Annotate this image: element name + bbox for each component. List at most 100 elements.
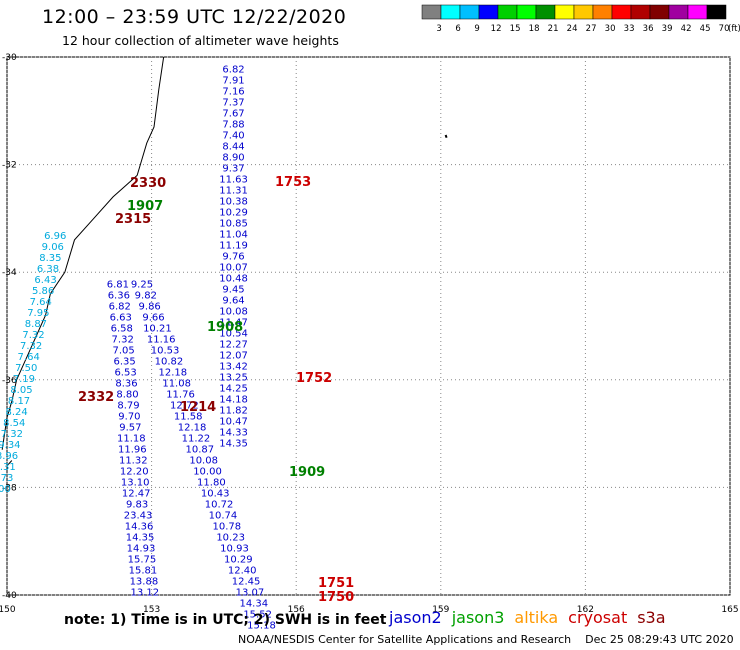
- wave-height-value: 13.25: [219, 372, 248, 383]
- wave-height-value: 14.18: [219, 394, 248, 405]
- wave-height-value: 11.63: [219, 174, 248, 185]
- wave-height-value: 11.18: [117, 434, 146, 445]
- wave-height-value: 9.82: [135, 291, 157, 302]
- wave-height-value: 10.07: [219, 262, 248, 273]
- wave-height-value: 12.45: [232, 577, 261, 588]
- wave-height-value: 10.38: [219, 196, 248, 207]
- wave-height-value: 8.44: [222, 141, 244, 152]
- colorbar-label: 6: [455, 24, 460, 34]
- colorbar-label: 18: [529, 24, 540, 34]
- lat-tick-label: -32: [2, 161, 17, 171]
- wave-height-value: 14.36: [125, 522, 154, 533]
- colorbar-swatch: [630, 4, 651, 20]
- legend-altika: altika: [514, 608, 559, 627]
- wave-height-value: 11.22: [182, 434, 211, 445]
- wave-height-value: 13.12: [131, 588, 160, 599]
- wave-height-value: 23.43: [124, 511, 153, 522]
- wave-height-value: 6.82: [222, 64, 244, 75]
- pass-time-label: 2332: [78, 390, 114, 405]
- lon-tick-label: 150: [0, 605, 16, 615]
- wave-height-value: 6.96: [44, 231, 66, 242]
- pass-time-label: 2315: [115, 212, 151, 227]
- wave-height-value: 14.34: [239, 599, 268, 610]
- wave-height-value: 8.87: [25, 319, 47, 330]
- lat-tick-label: -34: [2, 268, 17, 278]
- page-subtitle: 12 hour collection of altimeter wave hei…: [62, 33, 339, 48]
- wave-height-value: 8.73: [0, 473, 13, 484]
- wave-height-value: 8.79: [117, 401, 139, 412]
- colorbar-label: 39: [662, 24, 673, 34]
- wave-height-value: 11.96: [118, 445, 147, 456]
- wave-height-value: 8.90: [222, 152, 244, 163]
- wave-height-value: 13.88: [130, 577, 159, 588]
- wave-height-value: 12.27: [219, 339, 248, 350]
- wave-height-value: 13.10: [121, 478, 150, 489]
- colorbar-unit: (ft): [728, 24, 740, 34]
- colorbar-label: 27: [586, 24, 597, 34]
- wave-height-value: 9.64: [222, 295, 244, 306]
- wave-height-value: 11.80: [197, 478, 226, 489]
- wave-height-value: 11.31: [219, 185, 248, 196]
- wave-height-value: 12.18: [178, 423, 207, 434]
- wave-height-value: 12.20: [120, 467, 149, 478]
- wave-height-value: 10.21: [143, 324, 172, 335]
- wave-height-value: 6.38: [37, 264, 59, 275]
- wave-height-value: 9.37: [222, 163, 244, 174]
- colorbar-label: 21: [548, 24, 559, 34]
- wave-height-value: 10.74: [209, 511, 238, 522]
- wave-height-value: 6.82: [109, 302, 131, 313]
- pass-time-label: 1214: [180, 400, 216, 415]
- lat-tick-label: -38: [2, 483, 17, 493]
- lon-tick-label: 159: [432, 605, 449, 615]
- wave-height-value: 12.72: [170, 401, 199, 412]
- wave-height-value: 9.06: [42, 242, 64, 253]
- wave-height-value: 5.86: [32, 286, 54, 297]
- wave-height-value: 8.24: [6, 407, 28, 418]
- wave-height-value: 10.85: [219, 218, 248, 229]
- wave-height-value: 7.32: [1, 429, 23, 440]
- wave-height-value: 6.63: [110, 313, 132, 324]
- wave-height-value: 10.29: [219, 207, 248, 218]
- wave-height-value: 15.81: [129, 566, 158, 577]
- wave-height-value: 14.25: [219, 383, 248, 394]
- colorbar-swatch: [573, 4, 594, 20]
- wave-height-value: 13.42: [219, 361, 248, 372]
- colorbar-swatch: [497, 4, 518, 20]
- wave-height-value: 11.32: [119, 456, 148, 467]
- wave-height-value: 8.05: [10, 385, 32, 396]
- wave-height-value: 7.32: [22, 330, 44, 341]
- wave-height-value: 9.34: [0, 440, 21, 451]
- wave-height-value: 7.05: [113, 346, 135, 357]
- colorbar-label: 45: [700, 24, 711, 34]
- wave-height-value: 7.91: [222, 75, 244, 86]
- lon-tick-label: 153: [143, 605, 160, 615]
- colorbar-label: 36: [643, 24, 654, 34]
- pass-time-label: 1751: [318, 576, 354, 591]
- wave-height-value: 9.25: [131, 280, 153, 291]
- colorbar-swatch: [706, 4, 727, 20]
- wave-height-value: 12.40: [228, 566, 257, 577]
- wave-height-value: 10.29: [224, 555, 253, 566]
- colorbar-swatch: [668, 4, 689, 20]
- wave-height-value: 9.76: [222, 251, 244, 262]
- lat-tick-label: -40: [2, 591, 17, 601]
- coastline: [1, 56, 165, 450]
- pass-time-label: 1908: [207, 320, 243, 335]
- colorbar-label: 9: [474, 24, 479, 34]
- wave-height-value: 12.47: [122, 489, 151, 500]
- coastline-fragment: [6, 460, 13, 467]
- wave-height-value: 9.86: [139, 302, 161, 313]
- colorbar-swatch: [649, 4, 670, 20]
- legend-cryosat: cryosat: [568, 608, 628, 627]
- colorbar-swatch: [459, 4, 480, 20]
- pass-time-label: 2330: [130, 176, 166, 191]
- pass-time-label: 1907: [127, 199, 163, 214]
- wave-height-value: 10.48: [219, 273, 248, 284]
- wave-height-value: 6.53: [114, 368, 136, 379]
- wave-height-value: 10.08: [189, 456, 218, 467]
- colorbar-swatch: [554, 4, 575, 20]
- wave-height-value: 7.37: [222, 97, 244, 108]
- wave-height-value: 10.82: [155, 357, 184, 368]
- wave-height-value: 12.07: [219, 350, 248, 361]
